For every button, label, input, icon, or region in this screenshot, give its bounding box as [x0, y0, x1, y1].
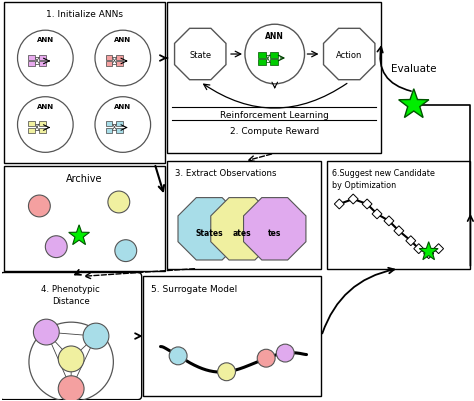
FancyBboxPatch shape — [39, 56, 46, 61]
FancyBboxPatch shape — [28, 62, 35, 67]
Polygon shape — [174, 29, 226, 81]
FancyBboxPatch shape — [39, 128, 46, 133]
Text: ANN: ANN — [265, 32, 284, 41]
FancyBboxPatch shape — [117, 56, 123, 61]
FancyBboxPatch shape — [328, 162, 470, 269]
Polygon shape — [424, 249, 434, 259]
Polygon shape — [419, 242, 438, 260]
FancyBboxPatch shape — [270, 53, 278, 59]
Circle shape — [257, 349, 275, 367]
FancyBboxPatch shape — [106, 56, 112, 61]
FancyBboxPatch shape — [39, 62, 46, 67]
FancyBboxPatch shape — [4, 167, 164, 271]
Text: 6.Suggest new Candidate: 6.Suggest new Candidate — [332, 169, 435, 178]
FancyBboxPatch shape — [28, 56, 35, 61]
Text: ANN: ANN — [37, 103, 54, 109]
Text: ANN: ANN — [114, 37, 131, 43]
Circle shape — [115, 240, 137, 262]
FancyBboxPatch shape — [258, 60, 266, 66]
Polygon shape — [69, 225, 90, 245]
Circle shape — [95, 31, 151, 87]
Circle shape — [218, 363, 236, 381]
Circle shape — [245, 25, 304, 85]
Polygon shape — [414, 244, 424, 254]
FancyBboxPatch shape — [117, 62, 123, 67]
Text: 3. Extract Observations: 3. Extract Observations — [175, 169, 277, 178]
Circle shape — [58, 376, 84, 401]
Circle shape — [18, 31, 73, 87]
FancyBboxPatch shape — [106, 62, 112, 67]
Text: State: State — [189, 51, 211, 59]
Text: tes: tes — [268, 229, 282, 238]
Polygon shape — [324, 29, 375, 81]
Circle shape — [33, 319, 59, 345]
Text: Archive: Archive — [66, 174, 102, 184]
Text: Distance: Distance — [52, 297, 90, 306]
Text: Action: Action — [336, 51, 363, 59]
Polygon shape — [384, 217, 394, 226]
Circle shape — [46, 236, 67, 258]
Text: 2. Compute Reward: 2. Compute Reward — [229, 126, 319, 135]
Polygon shape — [434, 244, 444, 254]
Text: by Optimization: by Optimization — [332, 181, 396, 190]
Circle shape — [28, 196, 50, 217]
FancyBboxPatch shape — [143, 277, 321, 396]
FancyBboxPatch shape — [28, 122, 35, 127]
Polygon shape — [399, 89, 429, 118]
Circle shape — [83, 323, 109, 349]
Circle shape — [58, 346, 84, 372]
Text: ANN: ANN — [37, 37, 54, 43]
Polygon shape — [348, 194, 358, 205]
Polygon shape — [394, 226, 404, 236]
Text: 5. Surrogate Model: 5. Surrogate Model — [151, 285, 237, 294]
Polygon shape — [178, 198, 240, 260]
Polygon shape — [334, 200, 344, 209]
FancyBboxPatch shape — [28, 128, 35, 133]
Text: ANN: ANN — [114, 103, 131, 109]
Polygon shape — [406, 236, 416, 246]
Circle shape — [276, 344, 294, 362]
FancyBboxPatch shape — [167, 3, 381, 154]
Text: Reinforcement Learning: Reinforcement Learning — [220, 110, 328, 119]
Circle shape — [169, 347, 187, 365]
FancyBboxPatch shape — [39, 122, 46, 127]
FancyBboxPatch shape — [106, 122, 112, 127]
FancyBboxPatch shape — [106, 128, 112, 133]
Text: Evaluate: Evaluate — [391, 64, 437, 74]
FancyBboxPatch shape — [4, 3, 164, 164]
FancyBboxPatch shape — [0, 273, 142, 400]
Polygon shape — [372, 209, 382, 219]
FancyBboxPatch shape — [167, 162, 321, 269]
Polygon shape — [244, 198, 306, 260]
Polygon shape — [362, 200, 372, 209]
Polygon shape — [211, 198, 273, 260]
Text: ates: ates — [233, 229, 251, 238]
FancyBboxPatch shape — [117, 128, 123, 133]
Circle shape — [18, 97, 73, 153]
FancyBboxPatch shape — [258, 53, 266, 59]
Circle shape — [95, 97, 151, 153]
Text: States: States — [195, 229, 223, 238]
Text: 4. Phenotypic: 4. Phenotypic — [41, 285, 100, 294]
Circle shape — [108, 192, 130, 213]
FancyBboxPatch shape — [117, 122, 123, 127]
FancyBboxPatch shape — [270, 60, 278, 66]
Text: 1. Initialize ANNs: 1. Initialize ANNs — [46, 10, 123, 19]
